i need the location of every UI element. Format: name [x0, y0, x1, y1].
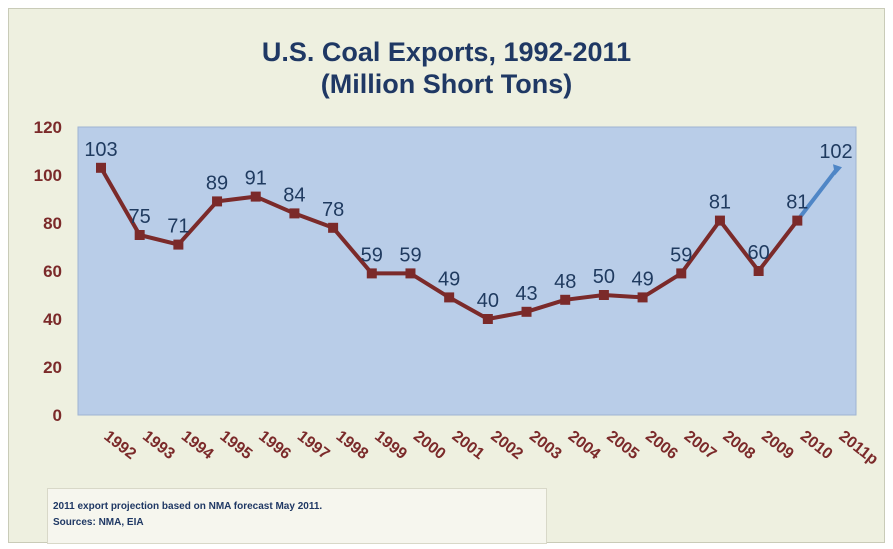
data-label: 59: [670, 244, 692, 266]
data-point: [444, 292, 455, 303]
data-point: [405, 268, 416, 279]
data-label: 43: [515, 283, 537, 305]
x-tick-label: 1992: [101, 428, 140, 463]
data-label: 60: [748, 242, 770, 264]
data-point: [212, 196, 223, 207]
x-tick-label: 2011p: [836, 428, 882, 469]
data-label: 81: [709, 192, 731, 214]
data-label: 75: [129, 206, 151, 228]
data-point-projected: [833, 164, 842, 176]
data-label-group: 103 75 71 89 91 84 78 59 59 49 40 43 48 50 49 59 81 60 81 1…: [84, 139, 852, 312]
x-tick-label: 2005: [603, 428, 642, 463]
data-point: [173, 239, 184, 250]
data-label: 59: [399, 244, 421, 266]
x-tick-label: 1994: [178, 428, 217, 463]
data-point: [792, 215, 803, 226]
data-point: [676, 268, 687, 279]
y-tick-label: 80: [43, 214, 62, 233]
data-label: 102: [819, 141, 852, 163]
x-tick-label: 2008: [719, 428, 758, 463]
data-label: 49: [438, 268, 460, 290]
y-tick-label: 60: [43, 262, 62, 281]
x-axis: 1992 1993 1994 1995 1996 1997 1998 1999 2000 2001…: [101, 428, 882, 469]
x-tick-label: 2007: [681, 428, 720, 463]
data-label: 78: [322, 199, 344, 221]
y-axis: 0 20 40 60 80 100 120: [34, 118, 62, 425]
x-tick-label: 1995: [217, 428, 256, 463]
data-label: 71: [167, 216, 189, 238]
data-point: [96, 162, 106, 173]
data-label: 49: [631, 268, 653, 290]
chart-subtitle: (Million Short Tons): [320, 69, 573, 99]
y-tick-label: 0: [53, 406, 62, 425]
data-point: [637, 292, 648, 303]
x-tick-label: 2003: [526, 428, 565, 463]
y-tick-label: 40: [43, 310, 62, 329]
y-tick-label: 20: [43, 358, 62, 377]
series-line-projected: [795, 168, 838, 222]
source-note: 2011 export projection based on NMA fore…: [47, 488, 547, 544]
data-point: [328, 222, 339, 233]
x-tick-label: 1999: [371, 428, 410, 463]
data-point: [289, 208, 300, 219]
data-point: [134, 230, 145, 240]
x-tick-label: 1997: [294, 428, 333, 463]
x-tick-label: 2004: [565, 428, 604, 463]
x-tick-label: 2001: [449, 428, 488, 463]
data-label: 103: [84, 139, 117, 161]
chart-title-block: U.S. Coal Exports, 1992-2011 (Million Sh…: [0, 36, 893, 100]
plot-area: [77, 126, 857, 416]
y-tick-label: 100: [34, 166, 62, 185]
data-point: [366, 268, 377, 279]
y-tick-label: 120: [34, 118, 62, 137]
chart-title: U.S. Coal Exports, 1992-2011: [261, 37, 632, 67]
data-label: 50: [593, 266, 615, 288]
data-label: 48: [554, 271, 576, 293]
data-point: [598, 290, 609, 300]
data-point: [753, 266, 764, 276]
data-label: 89: [206, 172, 228, 194]
data-point: [482, 314, 493, 324]
data-point: [560, 294, 571, 305]
data-point: [521, 306, 532, 317]
x-tick-label: 2002: [487, 428, 526, 463]
data-point: [250, 191, 261, 202]
data-label: 84: [283, 184, 305, 206]
data-label: 40: [477, 290, 499, 312]
x-tick-label: 2009: [758, 428, 797, 463]
x-tick-label: 1996: [255, 428, 294, 463]
x-tick-label: 2006: [642, 428, 681, 463]
data-label: 59: [361, 244, 383, 266]
data-label: 91: [245, 168, 267, 190]
data-label: 81: [786, 192, 808, 214]
x-tick-label: 2000: [410, 428, 449, 463]
note-line-1: 2011 export projection based on NMA fore…: [53, 501, 323, 512]
x-tick-label: 1998: [333, 428, 372, 463]
x-tick-label: 1993: [139, 428, 178, 463]
data-point: [714, 215, 725, 226]
x-tick-label: 2010: [797, 428, 836, 463]
series-group: [96, 162, 842, 324]
note-line-2: Sources: NMA, EIA: [53, 517, 144, 528]
